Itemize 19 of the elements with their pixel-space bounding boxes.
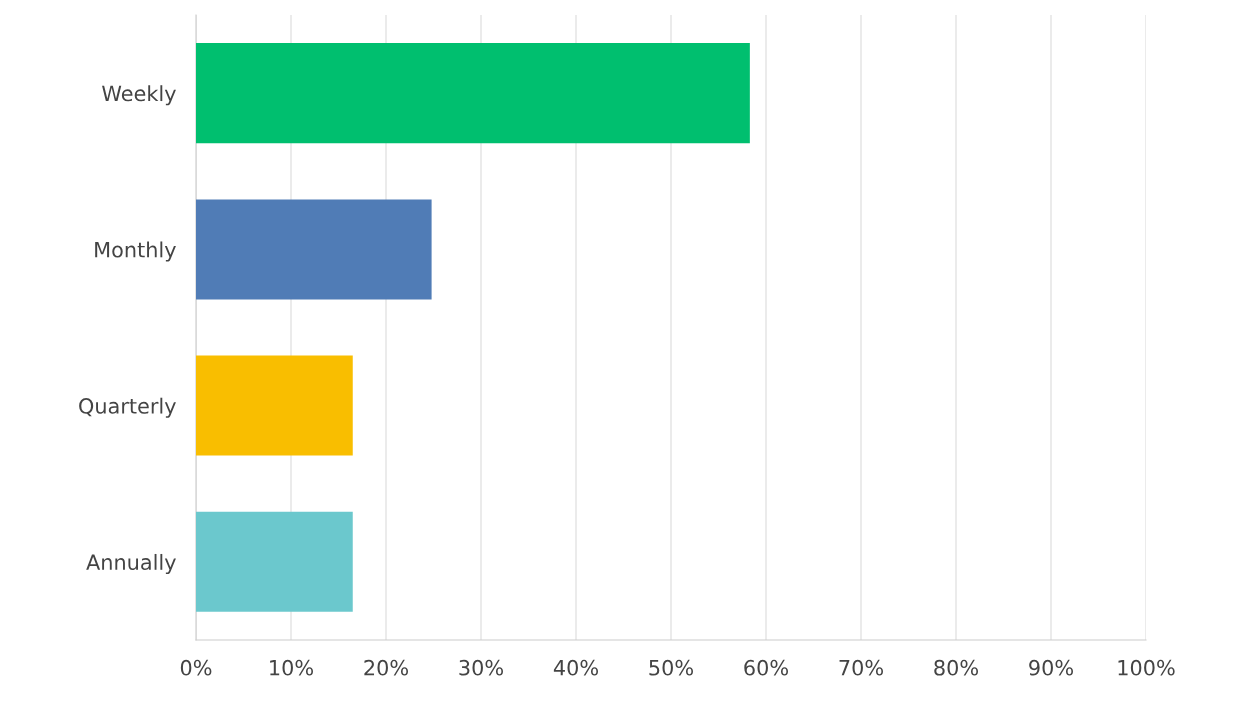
x-tick-label: 50% [649,659,693,676]
bar [196,199,432,300]
bar [196,511,353,612]
x-tick-label: 70% [839,659,883,676]
bar [196,355,353,456]
x-tick-label: 40% [553,659,598,676]
bar [196,43,750,144]
x-tick-label: 90% [1029,659,1073,676]
y-tick-label: Annually [86,553,176,575]
y-tick-label: Weekly [102,85,176,106]
x-tick-label: 20% [364,659,408,676]
x-tick-label: 0% [180,659,212,676]
y-tick-label: Quarterly [79,397,176,418]
y-tick-label: Monthly [95,241,176,262]
x-tick-label: 80% [934,659,978,676]
x-tick-label: 10% [270,659,313,676]
x-tick-label: 60% [744,659,788,676]
x-tick-label: 30% [459,659,503,676]
x-tick-label: 100% [1118,659,1175,676]
